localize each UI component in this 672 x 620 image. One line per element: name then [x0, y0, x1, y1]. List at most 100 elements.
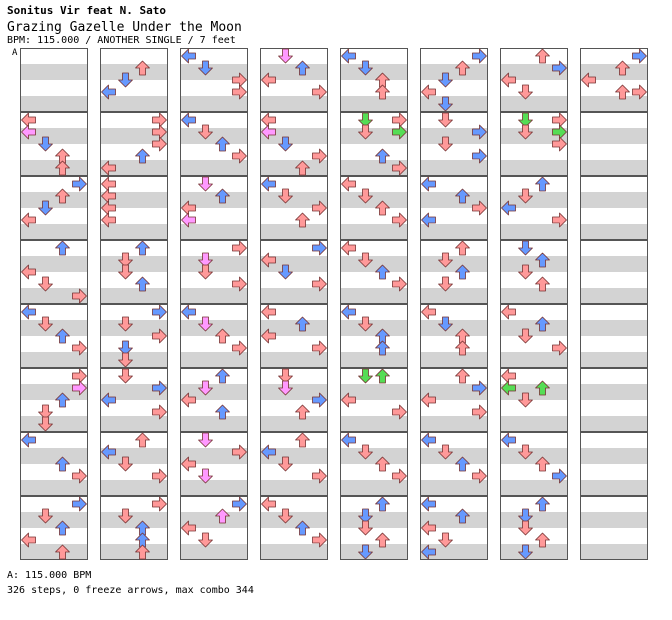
arrow-down-icon	[438, 316, 453, 332]
arrow-right-icon	[552, 340, 567, 356]
arrow-down-icon	[358, 188, 373, 204]
arrow-down-icon	[118, 72, 133, 88]
arrow-left-icon	[21, 264, 36, 280]
arrow-right-icon	[472, 468, 487, 484]
arrow-up-icon	[375, 340, 390, 356]
arrow-down-icon	[278, 136, 293, 152]
arrow-right-icon	[312, 200, 327, 216]
arrow-up-icon	[535, 48, 550, 64]
arrow-up-icon	[375, 456, 390, 472]
arrow-left-icon	[261, 328, 276, 344]
arrow-down-icon	[518, 112, 533, 128]
arrow-left-icon	[101, 444, 116, 460]
arrow-up-icon	[135, 148, 150, 164]
arrow-up-icon	[455, 340, 470, 356]
arrow-left-icon	[181, 520, 196, 536]
arrow-right-icon	[552, 468, 567, 484]
arrow-right-icon	[312, 340, 327, 356]
chart-column	[580, 48, 648, 560]
arrow-up-icon	[535, 176, 550, 192]
arrow-right-icon	[472, 200, 487, 216]
arrow-right-icon	[72, 288, 87, 304]
chart-meta: BPM: 115.000 / ANOTHER SINGLE / 7 feet	[7, 35, 236, 46]
arrow-down-icon	[518, 444, 533, 460]
step-chart	[20, 48, 648, 560]
arrow-right-icon	[72, 380, 87, 396]
arrow-left-icon	[501, 380, 516, 396]
arrow-up-icon	[455, 188, 470, 204]
arrow-right-icon	[232, 444, 247, 460]
arrow-down-icon	[438, 72, 453, 88]
arrow-up-icon	[55, 520, 70, 536]
arrow-left-icon	[181, 112, 196, 128]
arrow-left-icon	[341, 304, 356, 320]
arrow-up-icon	[215, 188, 230, 204]
arrow-left-icon	[421, 84, 436, 100]
chart-column	[260, 48, 328, 560]
arrow-down-icon	[278, 188, 293, 204]
arrow-down-icon	[198, 532, 213, 548]
arrow-right-icon	[232, 496, 247, 512]
arrow-down-icon	[198, 252, 213, 268]
arrow-down-icon	[438, 444, 453, 460]
arrow-up-icon	[535, 276, 550, 292]
arrow-up-icon	[215, 508, 230, 524]
arrow-right-icon	[552, 60, 567, 76]
arrow-right-icon	[152, 304, 167, 320]
arrow-down-icon	[118, 316, 133, 332]
arrow-up-icon	[55, 456, 70, 472]
arrow-up-icon	[535, 496, 550, 512]
arrow-left-icon	[421, 176, 436, 192]
arrow-right-icon	[72, 176, 87, 192]
section-marker: A	[12, 48, 18, 58]
arrow-up-icon	[535, 456, 550, 472]
arrow-left-icon	[181, 304, 196, 320]
arrow-down-icon	[518, 240, 533, 256]
arrow-down-icon	[518, 264, 533, 280]
arrow-left-icon	[501, 432, 516, 448]
arrow-down-icon	[358, 316, 373, 332]
arrow-down-icon	[278, 48, 293, 64]
arrow-right-icon	[632, 84, 647, 100]
chart-column	[100, 48, 168, 560]
arrow-left-icon	[341, 240, 356, 256]
arrow-down-icon	[438, 96, 453, 112]
arrow-right-icon	[472, 380, 487, 396]
arrow-up-icon	[135, 276, 150, 292]
arrow-up-icon	[295, 160, 310, 176]
arrow-down-icon	[198, 316, 213, 332]
arrow-down-icon	[38, 200, 53, 216]
arrow-up-icon	[615, 84, 630, 100]
arrow-down-icon	[358, 124, 373, 140]
chart-column	[500, 48, 568, 560]
arrow-up-icon	[295, 60, 310, 76]
arrow-left-icon	[181, 456, 196, 472]
arrow-up-icon	[55, 160, 70, 176]
arrow-right-icon	[312, 240, 327, 256]
arrow-down-icon	[38, 136, 53, 152]
arrow-left-icon	[421, 496, 436, 512]
arrow-down-icon	[518, 508, 533, 524]
arrow-down-icon	[358, 60, 373, 76]
bpm-summary: A: 115.000 BPM	[7, 570, 92, 581]
arrow-down-icon	[438, 136, 453, 152]
arrow-up-icon	[455, 368, 470, 384]
arrow-up-icon	[375, 84, 390, 100]
arrow-down-icon	[198, 176, 213, 192]
arrow-down-icon	[358, 544, 373, 560]
arrow-down-icon	[198, 468, 213, 484]
arrow-right-icon	[312, 84, 327, 100]
arrow-left-icon	[421, 432, 436, 448]
arrow-down-icon	[358, 508, 373, 524]
arrow-right-icon	[392, 404, 407, 420]
arrow-left-icon	[581, 72, 596, 88]
arrow-left-icon	[101, 392, 116, 408]
arrow-down-icon	[38, 416, 53, 432]
arrow-up-icon	[375, 148, 390, 164]
arrow-left-icon	[181, 48, 196, 64]
arrow-up-icon	[135, 544, 150, 560]
arrow-up-icon	[55, 328, 70, 344]
arrow-right-icon	[72, 340, 87, 356]
arrow-down-icon	[278, 264, 293, 280]
arrow-up-icon	[535, 380, 550, 396]
